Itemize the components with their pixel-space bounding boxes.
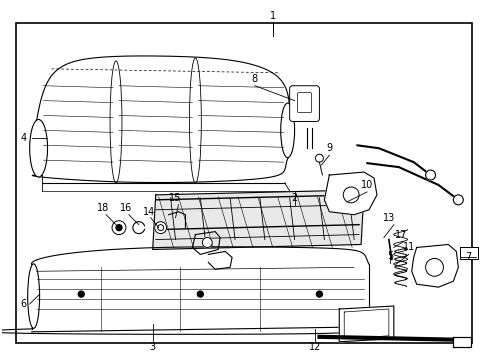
FancyBboxPatch shape (289, 86, 319, 121)
Circle shape (197, 291, 203, 297)
Text: 11: 11 (402, 243, 414, 252)
Polygon shape (152, 190, 364, 249)
Text: 10: 10 (360, 180, 372, 190)
Ellipse shape (28, 264, 40, 328)
Circle shape (112, 221, 126, 235)
Circle shape (315, 154, 323, 162)
Circle shape (452, 195, 462, 205)
Text: 4: 4 (20, 133, 27, 143)
Text: 13: 13 (382, 213, 394, 223)
Text: 2: 2 (291, 193, 297, 203)
Text: 17: 17 (394, 230, 406, 239)
Text: 7: 7 (464, 252, 470, 262)
Text: 12: 12 (308, 342, 321, 352)
Bar (452, 337, 470, 347)
Text: 9: 9 (325, 143, 332, 153)
Circle shape (425, 258, 443, 276)
Circle shape (202, 238, 212, 247)
Polygon shape (411, 244, 457, 287)
Text: 8: 8 (251, 74, 258, 84)
FancyBboxPatch shape (297, 93, 311, 113)
Text: 15: 15 (169, 193, 182, 203)
Text: 1: 1 (269, 11, 275, 21)
Text: 5: 5 (386, 251, 392, 261)
Text: 14: 14 (142, 207, 155, 217)
Text: 16: 16 (120, 203, 132, 213)
Circle shape (316, 291, 322, 297)
Ellipse shape (280, 103, 294, 158)
Bar (459, 247, 477, 260)
Circle shape (78, 291, 84, 297)
Bar (16, 23, 471, 343)
Circle shape (154, 222, 166, 234)
Circle shape (116, 225, 122, 231)
Polygon shape (324, 172, 376, 215)
Ellipse shape (30, 120, 47, 177)
Circle shape (425, 170, 435, 180)
Text: 18: 18 (97, 203, 109, 213)
Circle shape (343, 187, 358, 203)
Text: 3: 3 (149, 342, 156, 352)
Text: 6: 6 (20, 299, 27, 309)
Polygon shape (339, 306, 393, 342)
Circle shape (157, 225, 163, 231)
